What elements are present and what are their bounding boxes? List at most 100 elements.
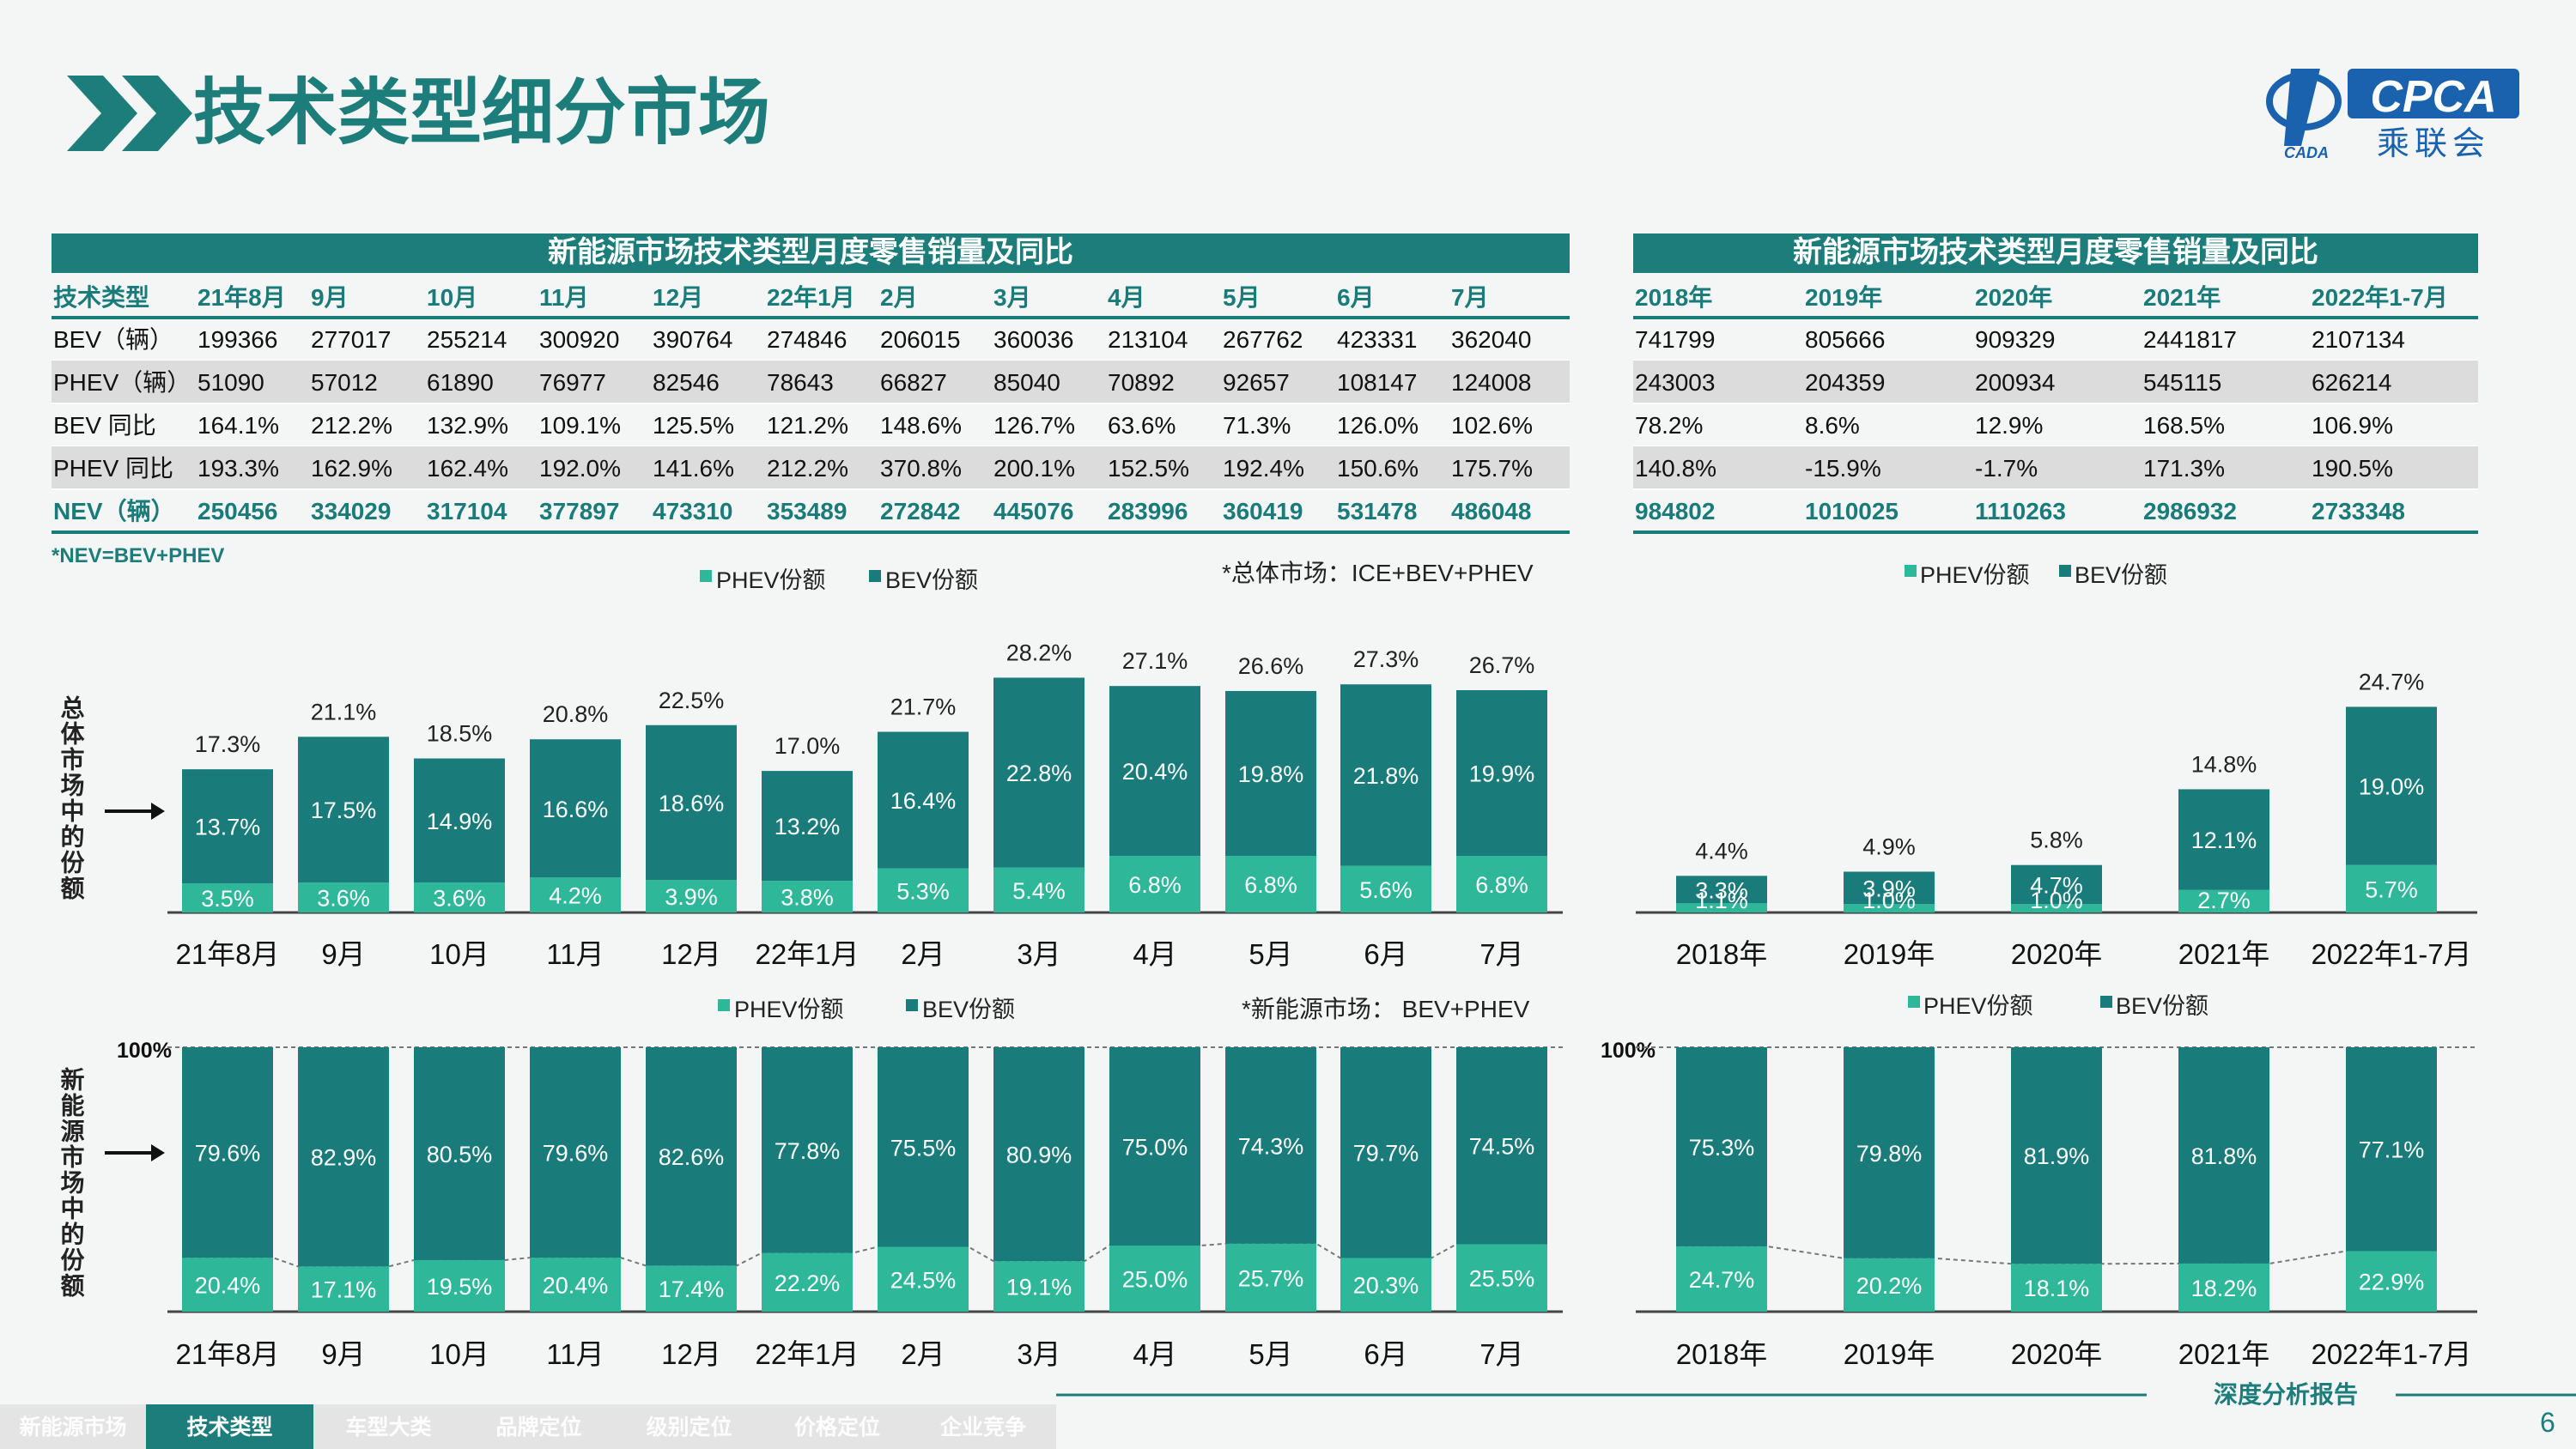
bar-phev xyxy=(298,1266,389,1312)
bar-phev xyxy=(1456,1244,1547,1312)
table-cell: 71.3% xyxy=(1223,412,1291,439)
bar-bev xyxy=(1844,1047,1935,1258)
data-label-bev: 79.6% xyxy=(543,1141,609,1167)
table-cell: 141.6% xyxy=(653,455,734,482)
arrow-right-icon xyxy=(105,1144,165,1161)
table-cell: 125.5% xyxy=(653,412,734,439)
category-tick-label: 9月 xyxy=(321,938,365,970)
table-cell: 51090 xyxy=(197,369,264,396)
data-label-bev: 80.5% xyxy=(427,1142,493,1167)
table-cell: 164.1% xyxy=(197,412,279,439)
category-tick-label: 3月 xyxy=(1017,1338,1060,1370)
data-label-bev: 3.3% xyxy=(1695,877,1748,903)
logo-brand: CPCA xyxy=(2370,72,2496,122)
table-cell: 85040 xyxy=(993,369,1060,396)
charts: 3.5% 13.7% 17.3% 21年8月 3.6% 17.5% 21.1% 9月 3.6% 1… xyxy=(167,640,2477,1370)
category-tick-label: 11月 xyxy=(546,1338,604,1370)
legend-bev-label: BEV份额 xyxy=(2116,993,2208,1019)
category-tick-label: 2022年1-7月 xyxy=(2311,1338,2471,1370)
category-tick-label: 9月 xyxy=(321,1338,365,1370)
nav-tab-4[interactable]: 级别定位 xyxy=(646,1415,732,1440)
table-cell: 1010025 xyxy=(1805,498,1899,524)
data-label-phev: 24.5% xyxy=(890,1267,957,1293)
table-cell: 199366 xyxy=(197,326,277,353)
nav-tab-3[interactable]: 品牌定位 xyxy=(495,1415,581,1440)
category-tick-label: 2月 xyxy=(901,938,945,970)
nav-tab-1[interactable]: 技术类型 xyxy=(146,1404,313,1449)
bar-phev xyxy=(993,867,1084,912)
bar-bev xyxy=(2178,1047,2269,1264)
data-label-bev: 82.6% xyxy=(659,1144,725,1170)
bar-phev xyxy=(646,880,737,912)
table-header-cell: 2022年1-7月 xyxy=(2312,283,2448,311)
data-label-bev: 19.9% xyxy=(1469,761,1535,787)
legend-top-left: PHEV份额 BEV份额 xyxy=(700,567,978,593)
table-cell: 63.6% xyxy=(1108,412,1176,439)
data-label-total: 20.8% xyxy=(543,701,609,727)
bar-phev xyxy=(2011,1264,2102,1312)
data-label-total: 17.0% xyxy=(775,733,841,759)
table-cell: 200.1% xyxy=(993,455,1075,482)
table-cell: 168.5% xyxy=(2143,412,2225,439)
table-cell: 334029 xyxy=(311,498,391,524)
table-cell: PHEV（辆） xyxy=(53,369,191,396)
table-header-cell: 11月 xyxy=(539,284,589,311)
table-cell: 370.8% xyxy=(880,455,962,482)
bar-bev xyxy=(993,677,1084,868)
data-label-bev: 14.9% xyxy=(427,809,493,834)
note-nev-market: *新能源市场： BEV+PHEV xyxy=(1242,996,1530,1022)
data-label-bev: 21.8% xyxy=(1353,763,1419,789)
nav-tab-2[interactable]: 车型大类 xyxy=(345,1415,432,1440)
table-header-cell: 9月 xyxy=(311,284,349,311)
nav-tab-0[interactable]: 新能源市场 xyxy=(19,1415,126,1440)
category-tick-label: 6月 xyxy=(1364,938,1407,970)
logo-sub: 乘联会 xyxy=(2377,126,2490,162)
bar-phev xyxy=(1456,856,1547,912)
bar-phev xyxy=(646,1265,737,1312)
table-header-cell: 5月 xyxy=(1223,284,1261,311)
data-label-phev: 20.4% xyxy=(543,1273,609,1299)
category-tick-label: 22年1月 xyxy=(755,1338,859,1370)
category-tick-label: 2021年 xyxy=(2178,1338,2269,1370)
data-label-phev: 18.1% xyxy=(2024,1276,2090,1301)
bar-bev xyxy=(2178,789,2269,890)
table-header-cell: 22年1月 xyxy=(767,283,855,311)
data-label-bev: 79.7% xyxy=(1353,1141,1419,1167)
table-cell: 150.6% xyxy=(1337,455,1419,482)
nav-tab-5[interactable]: 价格定位 xyxy=(794,1415,880,1440)
table-header-cell: 2018年 xyxy=(1635,283,1712,311)
bar-phev xyxy=(2346,1251,2437,1312)
bar-bev xyxy=(1456,690,1547,857)
table-cell: 255214 xyxy=(427,326,507,353)
data-label-bev: 75.0% xyxy=(1122,1135,1188,1161)
data-label-bev: 22.8% xyxy=(1006,761,1072,786)
category-tick-label: 5月 xyxy=(1249,1338,1292,1370)
data-label-bev: 79.6% xyxy=(195,1141,261,1167)
category-tick-label: 2018年 xyxy=(1676,1338,1767,1370)
nav-tab-6[interactable]: 企业竞争 xyxy=(940,1415,1026,1440)
bar-phev xyxy=(2178,1263,2269,1312)
nev-footnote: *NEV=BEV+PHEV xyxy=(52,544,224,567)
nav-tab-label: 品牌定位 xyxy=(495,1415,581,1440)
table-cell: 2441817 xyxy=(2143,326,2237,353)
table-cell: 250456 xyxy=(197,498,277,524)
category-tick-label: 2019年 xyxy=(1844,1338,1935,1370)
note-total-market: *总体市场：ICE+BEV+PHEV xyxy=(1222,560,1534,586)
percent-bar-chart-2: 20.4% 79.6% 21年8月 17.1% 82.9% 9月 19.5% 80.5% 10月… xyxy=(167,1046,1563,1370)
table-cell: 175.7% xyxy=(1451,455,1533,482)
data-label-phev: 22.9% xyxy=(2359,1270,2425,1295)
cpca-logo: CPCA 乘联会 CADA xyxy=(2266,69,2519,162)
category-tick-label: 2022年1-7月 xyxy=(2311,938,2471,970)
category-tick-label: 12月 xyxy=(661,1338,721,1370)
data-label-phev: 3.6% xyxy=(433,886,486,912)
monthly-sales-table: 新能源市场技术类型月度零售销量及同比 技术类型 21年8月 9月 10月 11月 12月 2… xyxy=(52,233,1570,534)
data-label-phev: 6.8% xyxy=(1475,872,1528,898)
data-label-phev: 6.8% xyxy=(1244,872,1297,898)
category-tick-label: 12月 xyxy=(661,938,721,970)
bar-phev xyxy=(530,877,621,912)
bar-phev xyxy=(2346,864,2437,912)
bar-phev xyxy=(1340,1258,1431,1312)
ylabel-nev-market: 新能源市场中的份额 xyxy=(58,1067,85,1299)
nav-tab-label: 级别定位 xyxy=(646,1415,732,1440)
